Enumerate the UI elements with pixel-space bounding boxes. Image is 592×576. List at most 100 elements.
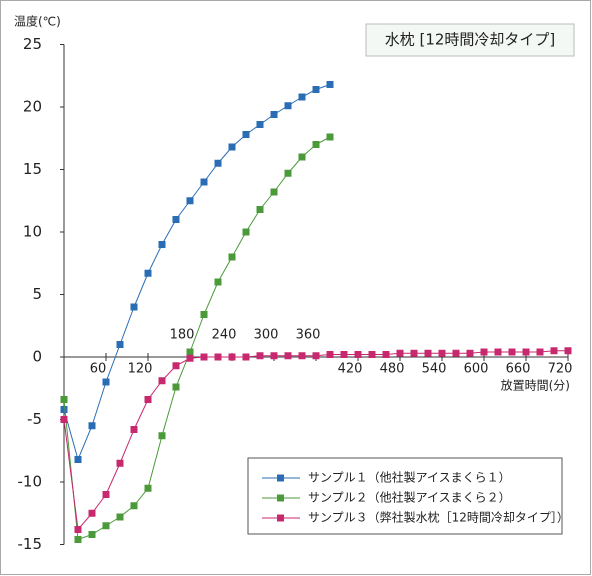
series-marker	[116, 341, 124, 348]
legend-box	[247, 457, 563, 535]
series-marker	[74, 536, 82, 543]
series-marker	[522, 348, 530, 356]
series-marker	[116, 513, 124, 521]
series-marker	[270, 111, 278, 118]
series-marker	[298, 93, 306, 101]
series-marker	[312, 352, 320, 360]
series-marker	[508, 348, 516, 356]
series-marker	[312, 141, 320, 148]
series-marker	[158, 432, 166, 440]
series-marker	[494, 348, 502, 356]
series-marker	[256, 121, 264, 128]
x-tick-label: 120	[128, 362, 153, 377]
series-marker	[186, 197, 194, 205]
series-marker	[130, 303, 138, 311]
series-marker	[186, 348, 194, 356]
series-marker	[172, 216, 180, 223]
series-marker	[144, 396, 152, 403]
series-marker	[284, 352, 292, 360]
series-marker	[382, 351, 390, 358]
x-tick-label: 300	[254, 328, 279, 343]
series-marker	[130, 502, 138, 510]
series-marker	[242, 228, 250, 236]
legend-marker	[277, 494, 284, 502]
series-marker	[88, 422, 96, 430]
y-tick-label: 10	[23, 223, 42, 241]
x-axis-label: 放置時間(分)	[501, 378, 570, 393]
x-tick-label: 720	[548, 362, 573, 377]
series-marker	[60, 406, 68, 413]
series-marker	[452, 349, 460, 357]
series-marker	[60, 416, 68, 423]
x-tick-label: 420	[338, 362, 363, 377]
series-marker	[326, 351, 334, 358]
series-marker	[200, 178, 208, 186]
x-tick-label: 240	[212, 328, 237, 343]
series-marker	[354, 351, 362, 358]
series-marker	[396, 349, 404, 357]
series-marker	[214, 353, 222, 361]
series-marker	[284, 102, 292, 110]
series-marker	[200, 311, 208, 318]
series-marker	[158, 241, 166, 248]
legend-marker	[277, 514, 284, 522]
x-tick-label: 540	[422, 362, 447, 377]
series-marker	[242, 353, 250, 361]
series-marker	[74, 526, 82, 533]
series-marker	[284, 169, 292, 177]
series-marker	[256, 352, 264, 360]
series-marker	[102, 491, 110, 498]
series-marker	[270, 352, 278, 360]
series-marker	[214, 278, 222, 286]
series-marker	[172, 362, 180, 370]
series-marker	[116, 459, 124, 467]
series-marker	[270, 188, 278, 196]
series-marker	[312, 86, 320, 93]
x-tick-label: 480	[380, 362, 405, 377]
series-marker	[228, 353, 236, 361]
series-marker	[144, 484, 152, 492]
series-marker	[326, 81, 334, 88]
series-marker	[536, 348, 544, 356]
series-marker	[88, 531, 96, 538]
series-marker	[228, 143, 236, 151]
series-marker	[228, 253, 236, 261]
series-marker	[102, 378, 110, 386]
x-tick-label: 360	[296, 328, 321, 343]
y-tick-label: -10	[18, 473, 43, 491]
series-marker	[438, 349, 446, 357]
series-marker	[172, 383, 180, 391]
series-marker	[74, 456, 82, 463]
y-axis-label: 温度(℃)	[14, 14, 61, 29]
y-tick-label: 0	[32, 348, 42, 366]
series-marker	[102, 522, 110, 530]
series-marker	[242, 131, 250, 138]
y-tick-label: -5	[27, 410, 42, 428]
series-marker	[368, 351, 376, 358]
y-tick-label: 15	[23, 160, 42, 178]
legend-marker	[277, 474, 284, 482]
series-marker	[144, 269, 152, 277]
y-tick-label: 20	[23, 98, 42, 116]
series-marker	[186, 354, 194, 362]
series-marker	[130, 426, 138, 433]
chart-title: 水枕 [12時間冷却タイプ]	[385, 31, 556, 49]
series-marker	[466, 349, 474, 357]
series-marker	[480, 348, 488, 356]
x-tick-label: 60	[90, 362, 107, 377]
series-marker	[410, 349, 418, 357]
series-marker	[214, 159, 222, 167]
legend-label: サンプル２（他社製アイスまくら２）	[308, 490, 511, 505]
legend-label: サンプル１（他社製アイスまくら１）	[308, 470, 511, 485]
series-marker	[256, 206, 264, 213]
series-marker	[326, 133, 334, 141]
x-tick-label: 180	[170, 328, 195, 343]
series-marker	[200, 353, 208, 361]
series-marker	[158, 377, 166, 385]
series-marker	[88, 509, 96, 517]
y-tick-label: 5	[32, 285, 42, 303]
x-tick-label: 660	[506, 362, 531, 377]
series-marker	[340, 351, 348, 358]
series-marker	[298, 153, 306, 161]
